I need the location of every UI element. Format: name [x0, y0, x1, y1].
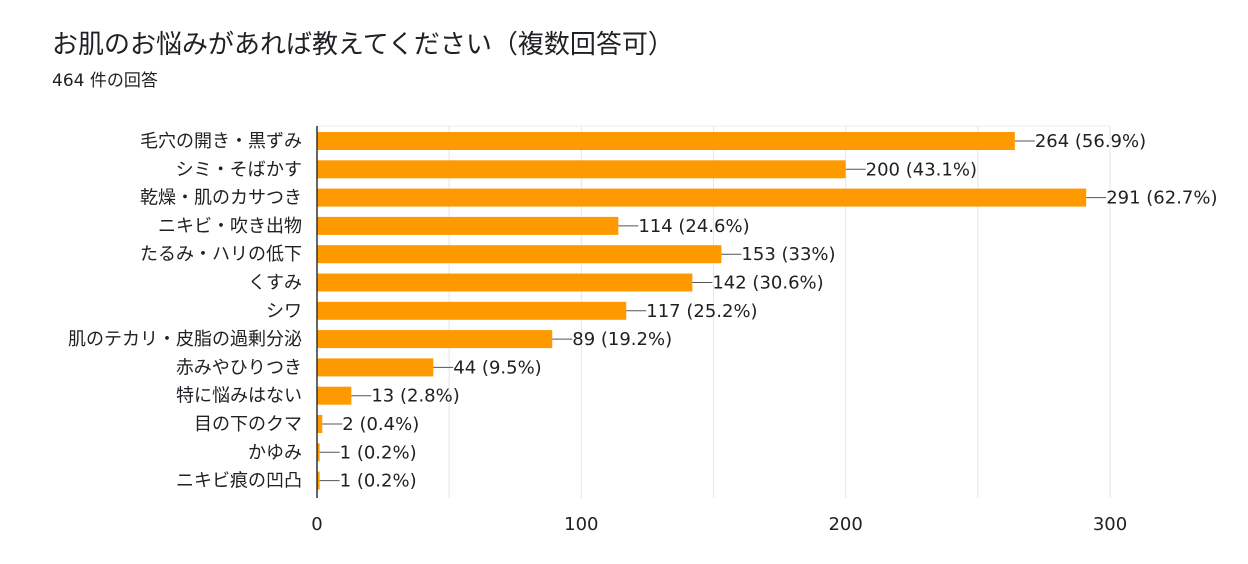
- x-tick-label: 100: [564, 514, 598, 535]
- data-label: 44 (9.5%): [453, 357, 541, 378]
- bar: [317, 188, 1087, 207]
- category-label: 赤みやひりつき: [176, 357, 302, 378]
- data-label: 200 (43.1%): [866, 159, 977, 180]
- category-label: かゆみ: [248, 442, 302, 463]
- bar: [317, 245, 722, 264]
- category-label: たるみ・ハリの低下: [140, 244, 302, 265]
- bar: [317, 443, 320, 462]
- chart-title: お肌のお悩みがあれば教えてください（複数回答可）: [52, 30, 674, 60]
- data-label: 1 (0.2%): [340, 442, 417, 463]
- data-label: 264 (56.9%): [1035, 131, 1146, 152]
- category-label: 肌のテカリ・皮脂の過剰分泌: [68, 329, 302, 350]
- category-label: 目の下のクマ: [194, 414, 302, 435]
- category-label: シミ・そばかす: [176, 159, 302, 180]
- data-label: 291 (62.7%): [1106, 188, 1217, 209]
- x-tick-label: 0: [311, 514, 322, 535]
- response-count: 464 件の回答: [52, 71, 158, 91]
- bar: [317, 273, 693, 292]
- category-label: シワ: [266, 301, 302, 322]
- data-label: 89 (19.2%): [572, 329, 672, 350]
- bar: [317, 216, 619, 235]
- bar: [317, 160, 846, 179]
- category-label: 乾燥・肌のカサつき: [140, 188, 302, 209]
- data-label: 2 (0.4%): [342, 414, 419, 435]
- bar: [317, 471, 320, 490]
- data-label: 1 (0.2%): [340, 471, 417, 492]
- category-label: 毛穴の開き・黒ずみ: [140, 131, 302, 152]
- data-label: 114 (24.6%): [638, 216, 749, 237]
- bar: [317, 132, 1015, 150]
- x-tick-label: 200: [828, 514, 862, 535]
- data-label: 153 (33%): [741, 244, 835, 265]
- category-label: ニキビ・吹き出物: [158, 216, 302, 237]
- bar: [317, 386, 352, 405]
- data-label: 142 (30.6%): [712, 273, 823, 294]
- category-label: ニキビ痕の凹凸: [176, 471, 302, 492]
- bar: [317, 415, 323, 433]
- bar: [317, 358, 434, 377]
- category-label: くすみ: [248, 273, 302, 294]
- data-label: 117 (25.2%): [646, 301, 757, 322]
- category-label: 特に悩みはない: [176, 386, 302, 407]
- bar: [317, 330, 553, 349]
- x-tick-label: 300: [1093, 514, 1127, 535]
- bar: [317, 301, 627, 320]
- data-label: 13 (2.8%): [371, 386, 459, 407]
